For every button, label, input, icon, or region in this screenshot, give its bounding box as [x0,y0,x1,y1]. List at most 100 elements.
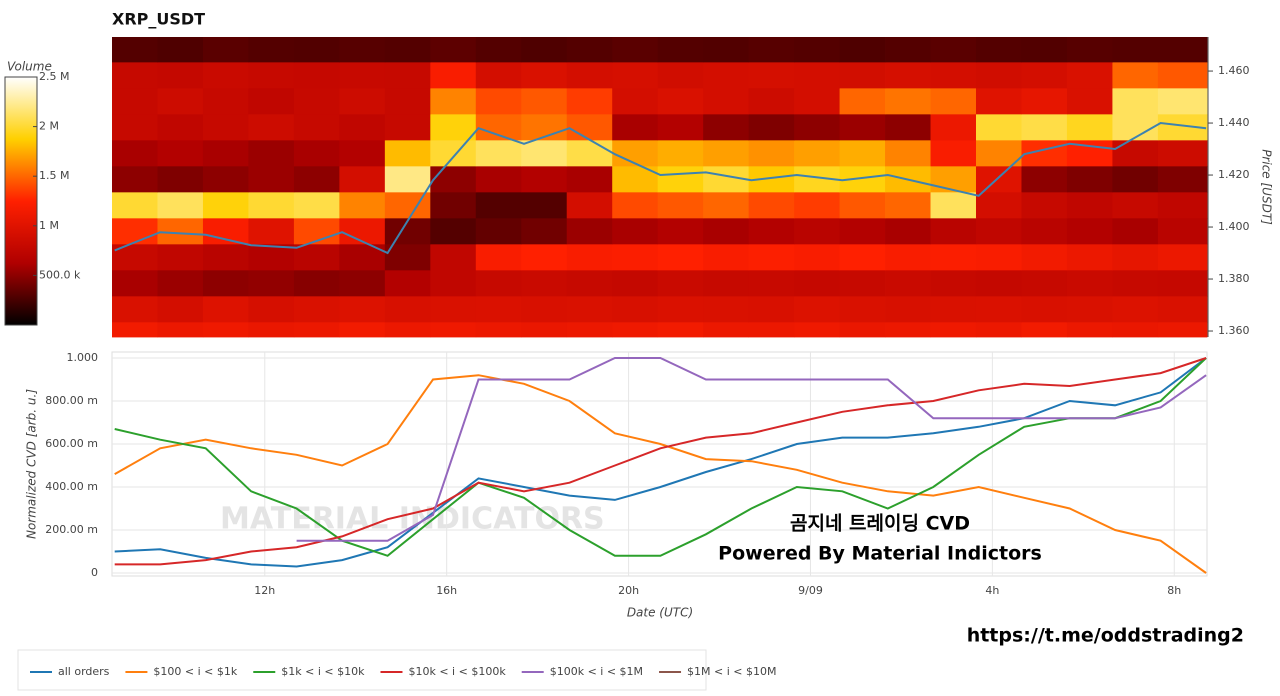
y-axis-label: Normalized CVD [arb. u.] [25,389,39,539]
heatmap-cell [1021,165,1068,193]
heatmap-cell [384,269,431,297]
heatmap-cell [157,295,204,323]
heatmap-cell [1066,191,1113,219]
heatmap-cell [157,61,204,89]
heatmap-cell [430,165,477,193]
heatmap-cell [248,295,295,323]
legend-label: $1k < i < $10k [281,665,365,678]
heatmap-cell [885,243,931,271]
heatmap-cell [657,269,704,297]
heatmap-cell [430,113,477,141]
heatmap-cell [930,87,977,115]
heatmap-cell [202,269,249,297]
heatmap-cell [975,61,1022,89]
heatmap-cell [521,87,568,115]
heatmap-cell [248,321,295,338]
heatmap-cell [521,321,568,338]
heatmap-cell [1066,321,1113,338]
heatmap-cell [384,87,431,115]
heatmap-cell [475,269,522,297]
heatmap [112,37,1208,338]
heatmap-cell [839,61,886,89]
heatmap-cell [202,295,249,323]
heatmap-cell [202,61,249,89]
heatmap-cell [1021,87,1068,115]
cvd-line [296,357,1207,542]
heatmap-cell [839,37,886,63]
heatmap-cell [748,191,795,219]
heatmap-cell [1021,61,1068,89]
heatmap-cell [430,295,477,323]
heatmap-cell [612,87,659,115]
heatmap-cell [1112,217,1159,245]
heatmap-cell [384,113,431,141]
heatmap-cell [1066,295,1113,323]
heatmap-cell [612,295,659,323]
annotation: 곰지네 트레이딩 CVD [790,513,970,535]
heatmap-cell [112,113,158,141]
heatmap-cell [612,269,659,297]
heatmap-cell [612,61,659,89]
heatmap-cell [703,113,750,141]
heatmap-cell [657,139,704,167]
heatmap-cell [1066,165,1113,193]
colorbar-title: Volume [7,60,52,74]
heatmap-cell [157,113,204,141]
heatmap-cell [248,113,295,141]
heatmap-cell [566,269,613,297]
heatmap-cell [885,61,931,89]
heatmap-cell [384,295,431,323]
heatmap-cell [839,321,886,338]
heatmap-cell [657,87,704,115]
heatmap-cell [248,165,295,193]
colorbar-tick-label: 2 M [39,120,59,133]
heatmap-cell [612,191,659,219]
heatmap-cell [1021,217,1068,245]
heatmap-cell [703,269,750,297]
heatmap-cell [293,37,340,63]
heatmap-cell [521,139,568,167]
heatmap-cell [112,191,158,219]
heatmap-cell [384,139,431,167]
x-tick-label: 12h [254,584,275,597]
heatmap-cell [339,269,386,297]
heatmap-cell [748,113,795,141]
heatmap-cell [293,113,340,141]
heatmap-cell [975,87,1022,115]
heatmap-cell [748,269,795,297]
heatmap-cell [566,295,613,323]
heatmap-cell [430,243,477,271]
heatmap-cell [1021,243,1068,271]
heatmap-cell [339,37,386,63]
heatmap-cell [930,113,977,141]
heatmap-cell [703,295,750,323]
heatmap-cell [293,295,340,323]
heatmap-cell [1066,217,1113,245]
heatmap-cell [157,217,204,245]
heatmap-cell [521,37,568,63]
heatmap-cell [1112,37,1159,63]
y-tick-label: 1.460 [1218,64,1250,77]
heatmap-cell [885,139,931,167]
heatmap-cell [1066,37,1113,63]
heatmap-cell [885,321,931,338]
heatmap-cell [1112,165,1159,193]
heatmap-cell [1021,295,1068,323]
heatmap-cell [975,269,1022,297]
legend-label: $100 < i < $1k [153,665,237,678]
heatmap-cell [930,295,977,323]
heatmap-cell [430,61,477,89]
heatmap-cell [703,243,750,271]
footer-link: https://t.me/oddstrading2 [967,625,1244,647]
y-tick-label: 800.00 m [45,394,98,407]
heatmap-cell [475,61,522,89]
heatmap-cell [1157,321,1208,338]
heatmap-cell [1112,269,1159,297]
heatmap-cell [248,191,295,219]
heatmap-cell [1066,243,1113,271]
heatmap-cell [475,243,522,271]
heatmap-cell [202,87,249,115]
heatmap-cell [930,139,977,167]
legend-label: $10k < i < $100k [408,665,506,678]
heatmap-cell [566,165,613,193]
